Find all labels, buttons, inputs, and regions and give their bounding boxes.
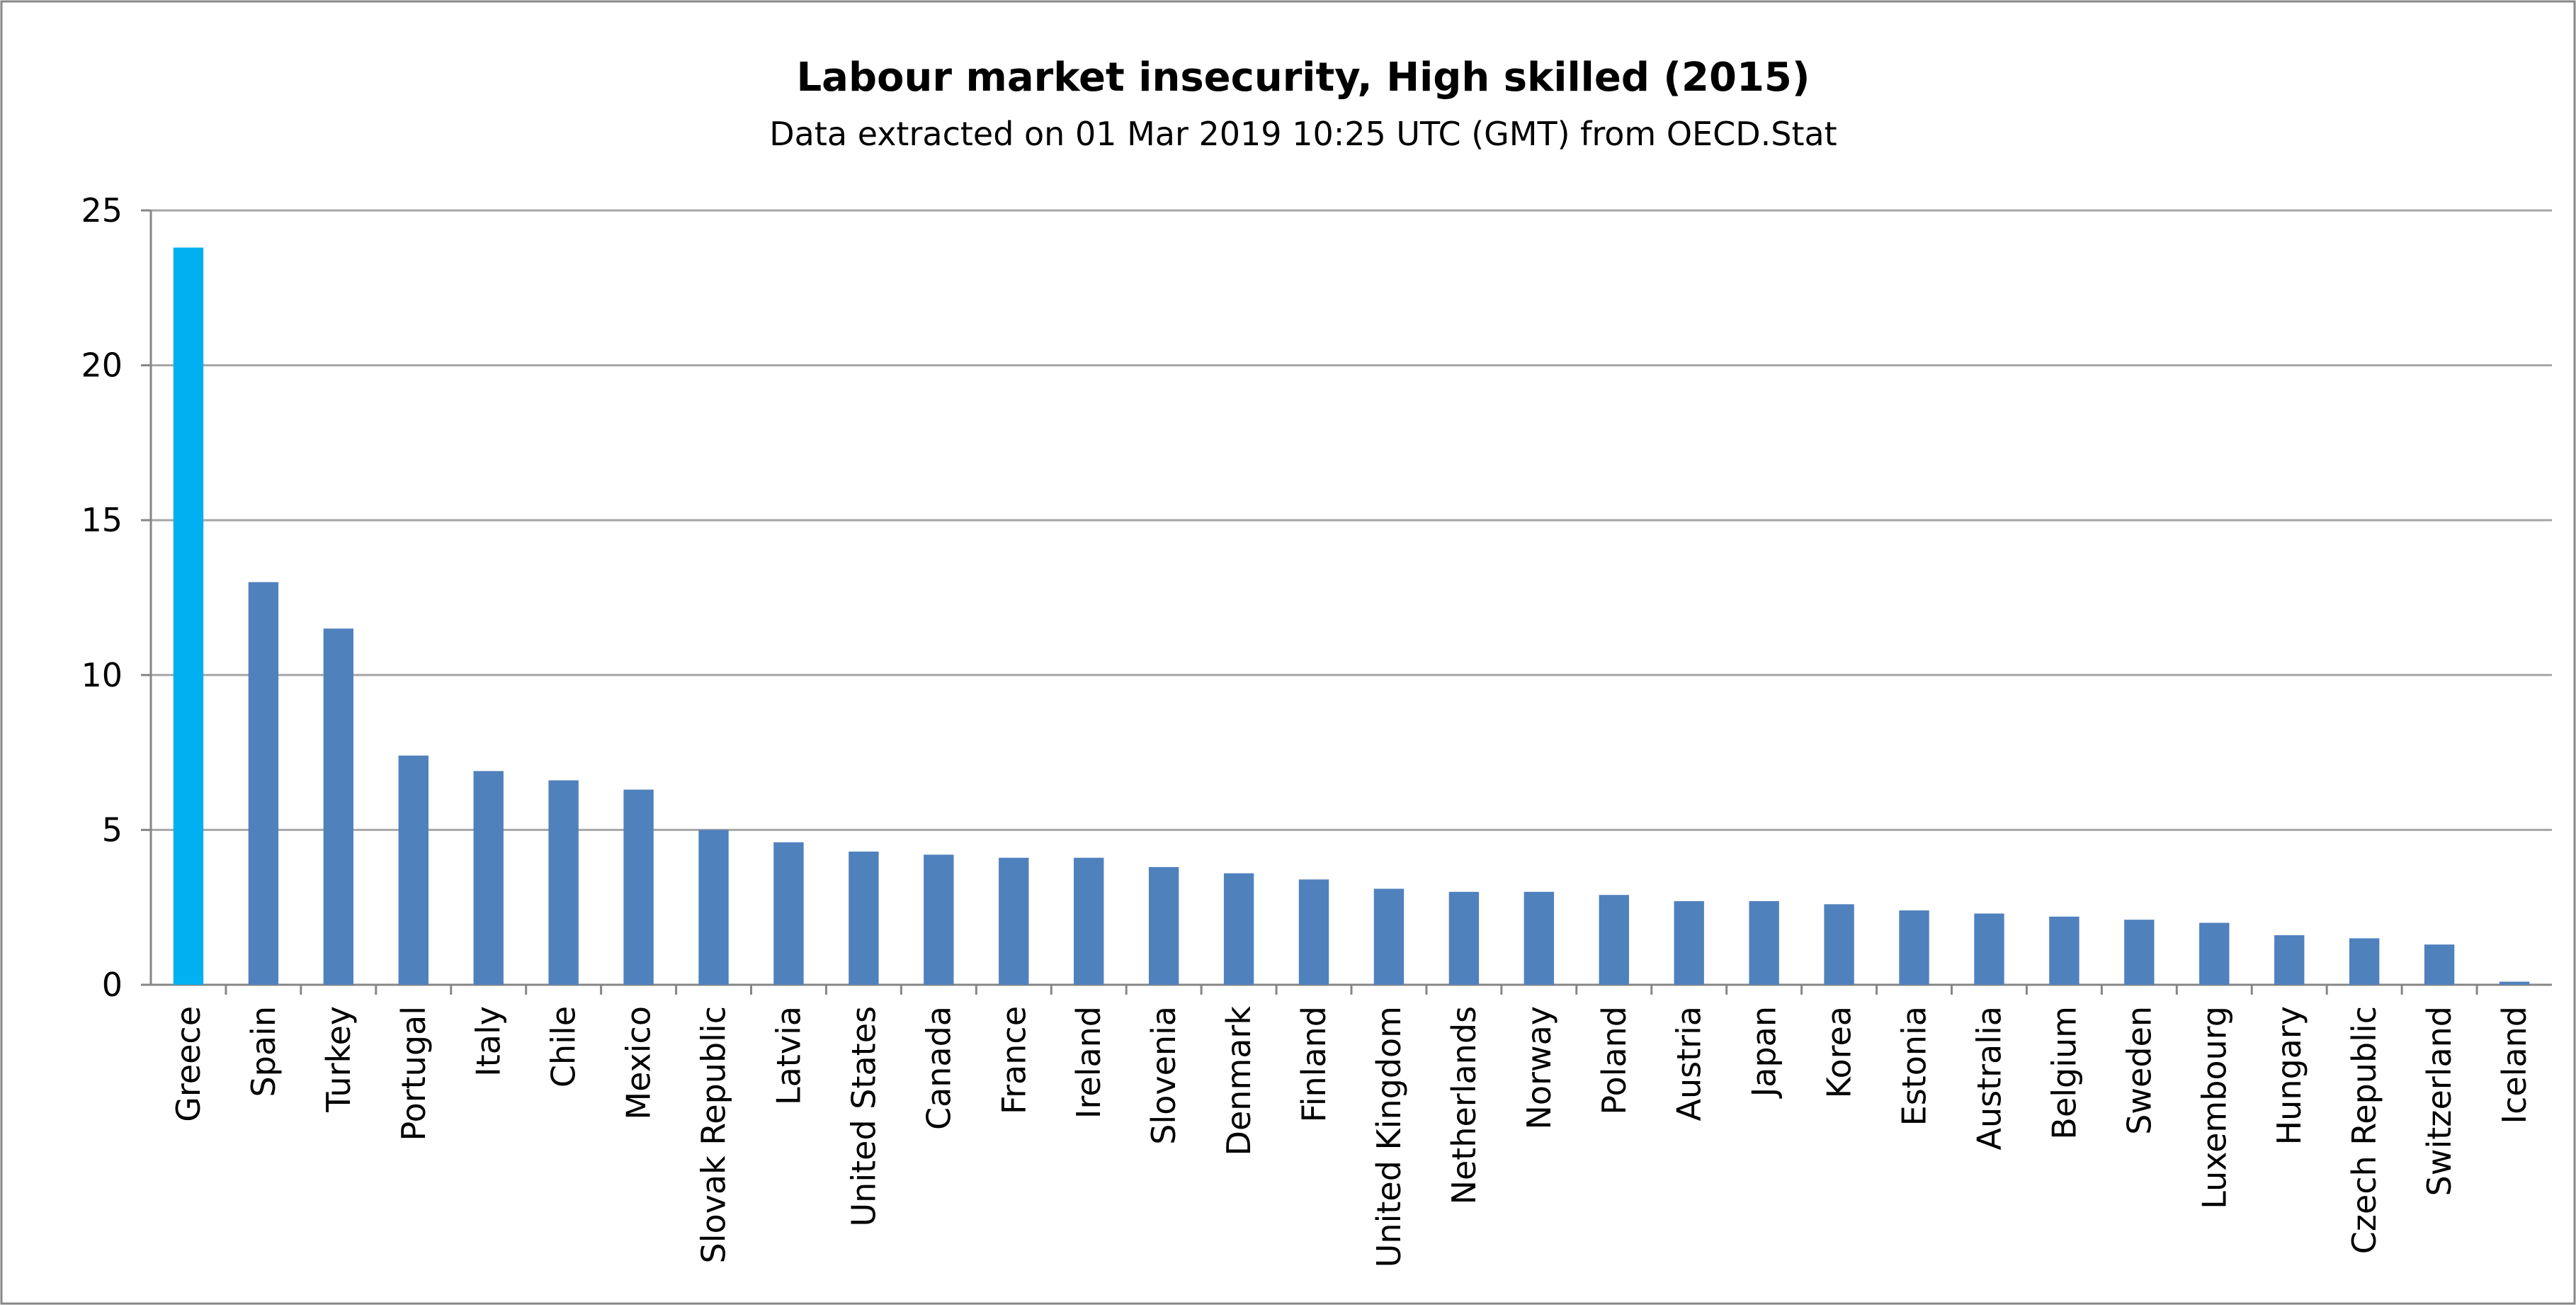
x-tick-label: Mexico — [620, 1006, 658, 1120]
x-tick-label: United States — [844, 1006, 883, 1227]
x-tick-label: Estonia — [1895, 1006, 1934, 1126]
bar — [2124, 920, 2155, 985]
x-tick-label: Japan — [1745, 1006, 1783, 1099]
x-tick-label: Poland — [1595, 1006, 1633, 1115]
x-tick-label: Spain — [244, 1006, 283, 1097]
bar — [623, 789, 654, 985]
x-tick-label: Greece — [169, 1006, 208, 1122]
x-tick-label: Sweden — [2120, 1006, 2158, 1135]
bar — [1298, 879, 1329, 985]
bar — [1223, 873, 1254, 985]
x-tick-label: Slovak Republic — [695, 1006, 733, 1263]
x-tick-label: Australia — [1970, 1006, 2008, 1150]
bar — [398, 755, 429, 985]
bar — [548, 780, 579, 985]
y-tick-label: 20 — [81, 346, 123, 385]
x-tick-label: Belgium — [2045, 1006, 2083, 1140]
bar — [473, 771, 504, 985]
bar — [698, 830, 729, 985]
bar — [924, 854, 954, 985]
bar — [1824, 904, 1854, 985]
bar — [1899, 910, 1929, 985]
bar — [2349, 938, 2380, 985]
bar — [323, 628, 354, 985]
bar — [2199, 922, 2230, 985]
x-tick-label: Turkey — [319, 1006, 358, 1113]
bar — [1148, 866, 1179, 985]
y-tick-label: 10 — [81, 656, 123, 694]
x-tick-label: Chile — [545, 1006, 583, 1088]
bar — [1599, 895, 1629, 985]
bar — [1373, 888, 1405, 985]
x-tick-label: Korea — [1820, 1006, 1859, 1098]
bar — [1448, 891, 1480, 985]
x-tick-label: Portugal — [395, 1006, 433, 1141]
x-tick-label: United Kingdom — [1370, 1006, 1408, 1267]
bar — [2424, 944, 2455, 985]
bar — [248, 582, 279, 985]
bar — [1974, 913, 2004, 985]
x-tick-label: Iceland — [2495, 1006, 2534, 1124]
bar — [1074, 857, 1104, 985]
bar — [773, 842, 804, 985]
bar — [999, 857, 1029, 985]
x-tick-label: Finland — [1295, 1006, 1333, 1122]
bar — [1524, 891, 1555, 985]
y-tick-label: 0 — [102, 966, 123, 1004]
x-tick-label: Luxembourg — [2195, 1006, 2233, 1209]
x-tick-label: Austria — [1670, 1006, 1708, 1122]
x-tick-label: Hungary — [2270, 1006, 2308, 1145]
x-tick-label: Italy — [470, 1006, 508, 1077]
chart-title: Labour market insecurity, High skilled (… — [797, 55, 1810, 101]
x-tick-label: France — [994, 1006, 1033, 1114]
bar — [1674, 900, 1704, 985]
y-tick-label: 15 — [81, 501, 123, 539]
x-tick-label: Norway — [1520, 1006, 1558, 1130]
x-tick-label: Switzerland — [2420, 1006, 2458, 1196]
x-tick-label: Czech Republic — [2345, 1006, 2383, 1254]
bar — [1749, 900, 1779, 985]
x-tick-label: Netherlands — [1445, 1006, 1483, 1204]
x-tick-label: Canada — [919, 1006, 958, 1130]
x-tick-label: Slovenia — [1145, 1006, 1183, 1145]
x-tick-label: Latvia — [769, 1006, 807, 1105]
bar — [2274, 935, 2305, 985]
bar — [173, 247, 204, 985]
bar — [849, 852, 879, 985]
chart-subtitle: Data extracted on 01 Mar 2019 10:25 UTC … — [769, 115, 1837, 153]
x-tick-label: Denmark — [1220, 1006, 1258, 1156]
bar — [2499, 981, 2530, 985]
y-tick-label: 5 — [102, 810, 123, 849]
x-tick-label: Ireland — [1069, 1006, 1108, 1119]
bar — [2049, 916, 2079, 985]
y-tick-label: 25 — [81, 191, 123, 230]
